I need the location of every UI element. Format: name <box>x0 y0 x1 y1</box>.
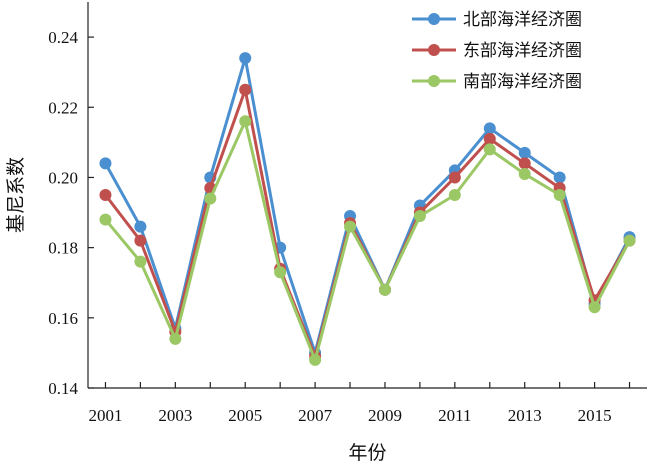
data-point <box>483 143 496 156</box>
data-point <box>274 266 287 279</box>
x-tick-label: 2003 <box>158 406 192 425</box>
x-tick-label: 2001 <box>88 406 122 425</box>
data-point <box>204 192 217 205</box>
legend-label: 东部海洋经济圈 <box>463 41 582 61</box>
data-point <box>99 213 112 226</box>
y-axis-title: 基尼系数 <box>5 157 27 233</box>
legend-marker <box>428 75 440 87</box>
x-axis-title: 年份 <box>348 442 386 464</box>
x-tick-label: 2005 <box>228 406 262 425</box>
data-point <box>448 189 461 201</box>
data-point <box>309 353 322 366</box>
y-tick-label: 0.16 <box>48 309 78 328</box>
legend-marker <box>428 13 440 25</box>
legend-item: 北部海洋经济圈 <box>412 10 582 30</box>
legend-label: 北部海洋经济圈 <box>463 10 582 30</box>
data-point <box>134 220 147 233</box>
x-tick-label: 2011 <box>438 406 471 425</box>
data-point <box>169 332 182 345</box>
data-point <box>448 171 461 184</box>
data-point <box>483 132 496 145</box>
data-point <box>518 167 531 180</box>
y-tick-label: 0.24 <box>48 28 78 47</box>
data-point <box>134 255 147 268</box>
legend-item: 东部海洋经济圈 <box>412 41 582 61</box>
data-point <box>99 157 112 170</box>
data-point <box>134 234 147 247</box>
x-tick-label: 2007 <box>298 406 333 425</box>
data-point <box>518 157 531 170</box>
data-point <box>623 234 636 247</box>
y-tick-label: 0.18 <box>48 239 78 258</box>
data-point <box>413 210 426 223</box>
plot-area <box>99 52 636 366</box>
legend-item: 南部海洋经济圈 <box>412 72 582 92</box>
data-point <box>588 301 601 314</box>
y-ticks: 0.14 0.16 0.18 0.20 0.22 0.24 <box>48 28 94 398</box>
data-point <box>344 220 357 233</box>
series-3 <box>99 115 636 366</box>
series-line <box>104 88 631 358</box>
data-point <box>518 146 531 159</box>
data-point <box>239 115 252 128</box>
x-tick-label: 2013 <box>508 406 542 425</box>
y-tick-label: 0.22 <box>48 98 78 117</box>
data-point <box>553 189 566 201</box>
x-tick-label: 2015 <box>578 406 612 425</box>
x-tick-label: 2009 <box>368 406 402 425</box>
data-point <box>378 283 391 296</box>
data-point <box>239 83 252 96</box>
x-ticks: 2001 2003 2005 2007 2009 2011 2013 2015 <box>88 382 631 425</box>
series-line <box>104 56 631 355</box>
series-line <box>104 119 631 362</box>
axes: 0.140.160.180.200.220.24 2001 2003 2005 200… <box>48 2 647 425</box>
legend-marker <box>428 44 440 56</box>
y-tick-label: 0.14 <box>48 379 78 398</box>
data-point <box>553 171 566 184</box>
data-point <box>483 122 496 135</box>
data-point <box>239 52 252 65</box>
legend-label: 南部海洋经济圈 <box>463 72 582 92</box>
y-tick-label: 0.20 <box>48 168 78 187</box>
data-point <box>99 189 112 201</box>
